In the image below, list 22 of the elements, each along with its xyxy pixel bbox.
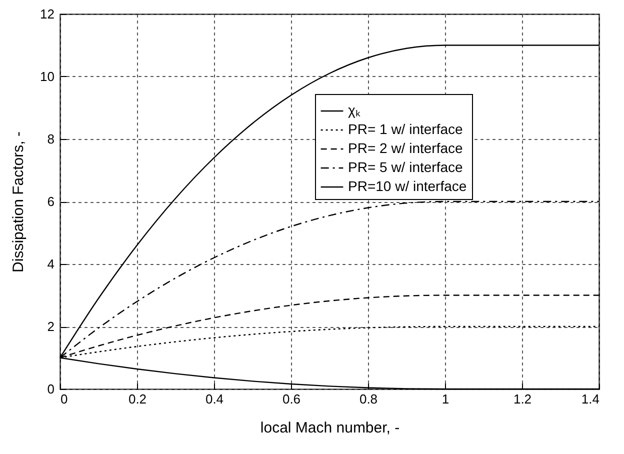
x-tick-label: 0.6 (282, 392, 301, 406)
y-tick-label: 12 (40, 6, 54, 22)
y-tick-label: 2 (47, 319, 54, 334)
x-tick-label: 0 (60, 392, 68, 406)
x-axis-title: local Mach number, - (260, 420, 400, 436)
x-tick-label: 0.2 (128, 392, 147, 406)
legend-label: PR= 2 w/ interface (348, 140, 463, 156)
y-tick-label: 8 (47, 132, 54, 146)
x-tick-label: 1.4 (581, 392, 600, 406)
y-tick-label: 0 (47, 382, 54, 396)
legend-label: PR= 1 w/ interface (348, 121, 463, 137)
x-tick-label: 1 (442, 392, 450, 406)
y-tick-label: 10 (40, 69, 54, 84)
legend-label: PR= 5 w/ interface (348, 159, 463, 175)
x-tick-label: 0.8 (359, 392, 378, 406)
y-axis-title: Dissipation Factors, - (10, 132, 28, 272)
legend-label: PR=10 w/ interface (348, 178, 467, 194)
x-tick-label: 1.2 (513, 392, 532, 406)
y-tick-label: 4 (47, 256, 54, 272)
y-tick-label: 6 (47, 194, 54, 209)
legend-label: χₖ (348, 102, 360, 118)
x-tick-label: 0.4 (205, 392, 224, 406)
